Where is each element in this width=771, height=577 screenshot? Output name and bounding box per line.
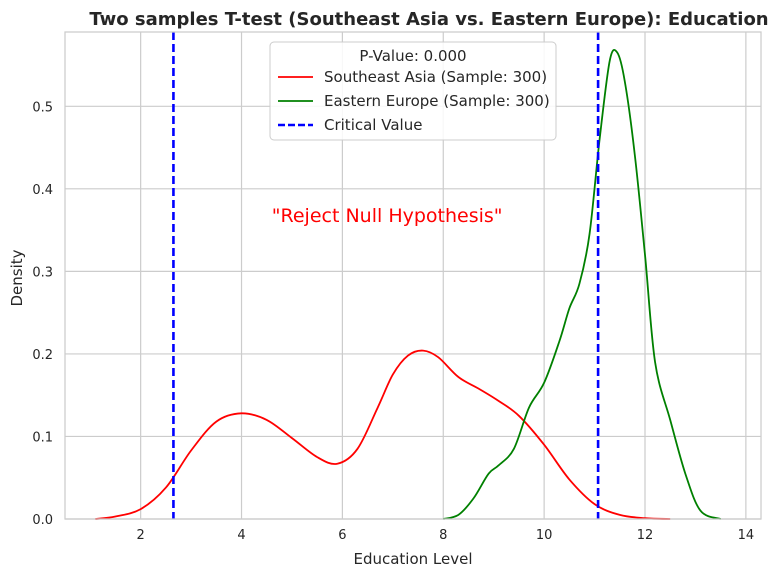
southeast-asia-density-line: [95, 349, 671, 520]
y-tick-label: 0.1: [32, 430, 53, 445]
tick-labels: 2 4 6 8 10 12 14 0.0 0.1 0.2 0.3 0.4 0.5: [32, 100, 754, 543]
legend-label-critical-value: Critical Value: [324, 116, 422, 134]
x-tick-label: 12: [637, 528, 654, 543]
series-layer: [95, 32, 722, 520]
plot-frame: [64, 31, 762, 520]
legend: P-Value: 0.000 Southeast Asia (Sample: 3…: [269, 41, 557, 141]
x-tick-label: 8: [439, 528, 447, 543]
y-tick-label: 0.5: [32, 100, 53, 115]
y-tick-label: 0.2: [32, 348, 53, 363]
x-tick-label: 14: [738, 528, 755, 543]
chart-title: Two samples T-test (Southeast Asia vs. E…: [89, 9, 768, 30]
x-tick-label: 10: [536, 528, 553, 543]
eastern-europe-density-line: [443, 49, 722, 520]
x-tick-label: 4: [237, 528, 245, 543]
y-axis-label: Density: [8, 249, 26, 306]
legend-box: [269, 41, 557, 141]
x-axis-label: Education Level: [353, 550, 472, 568]
y-tick-label: 0.4: [32, 183, 53, 198]
legend-title: P-Value: 0.000: [359, 47, 466, 65]
annotation-text: "Reject Null Hypothesis": [272, 205, 503, 227]
y-tick-label: 0.0: [32, 513, 53, 528]
legend-label-southeast-asia: Southeast Asia (Sample: 300): [324, 68, 547, 86]
x-tick-label: 2: [137, 528, 145, 543]
x-tick-label: 6: [338, 528, 346, 543]
y-tick-label: 0.3: [32, 265, 53, 280]
legend-label-eastern-europe: Eastern Europe (Sample: 300): [324, 92, 550, 110]
